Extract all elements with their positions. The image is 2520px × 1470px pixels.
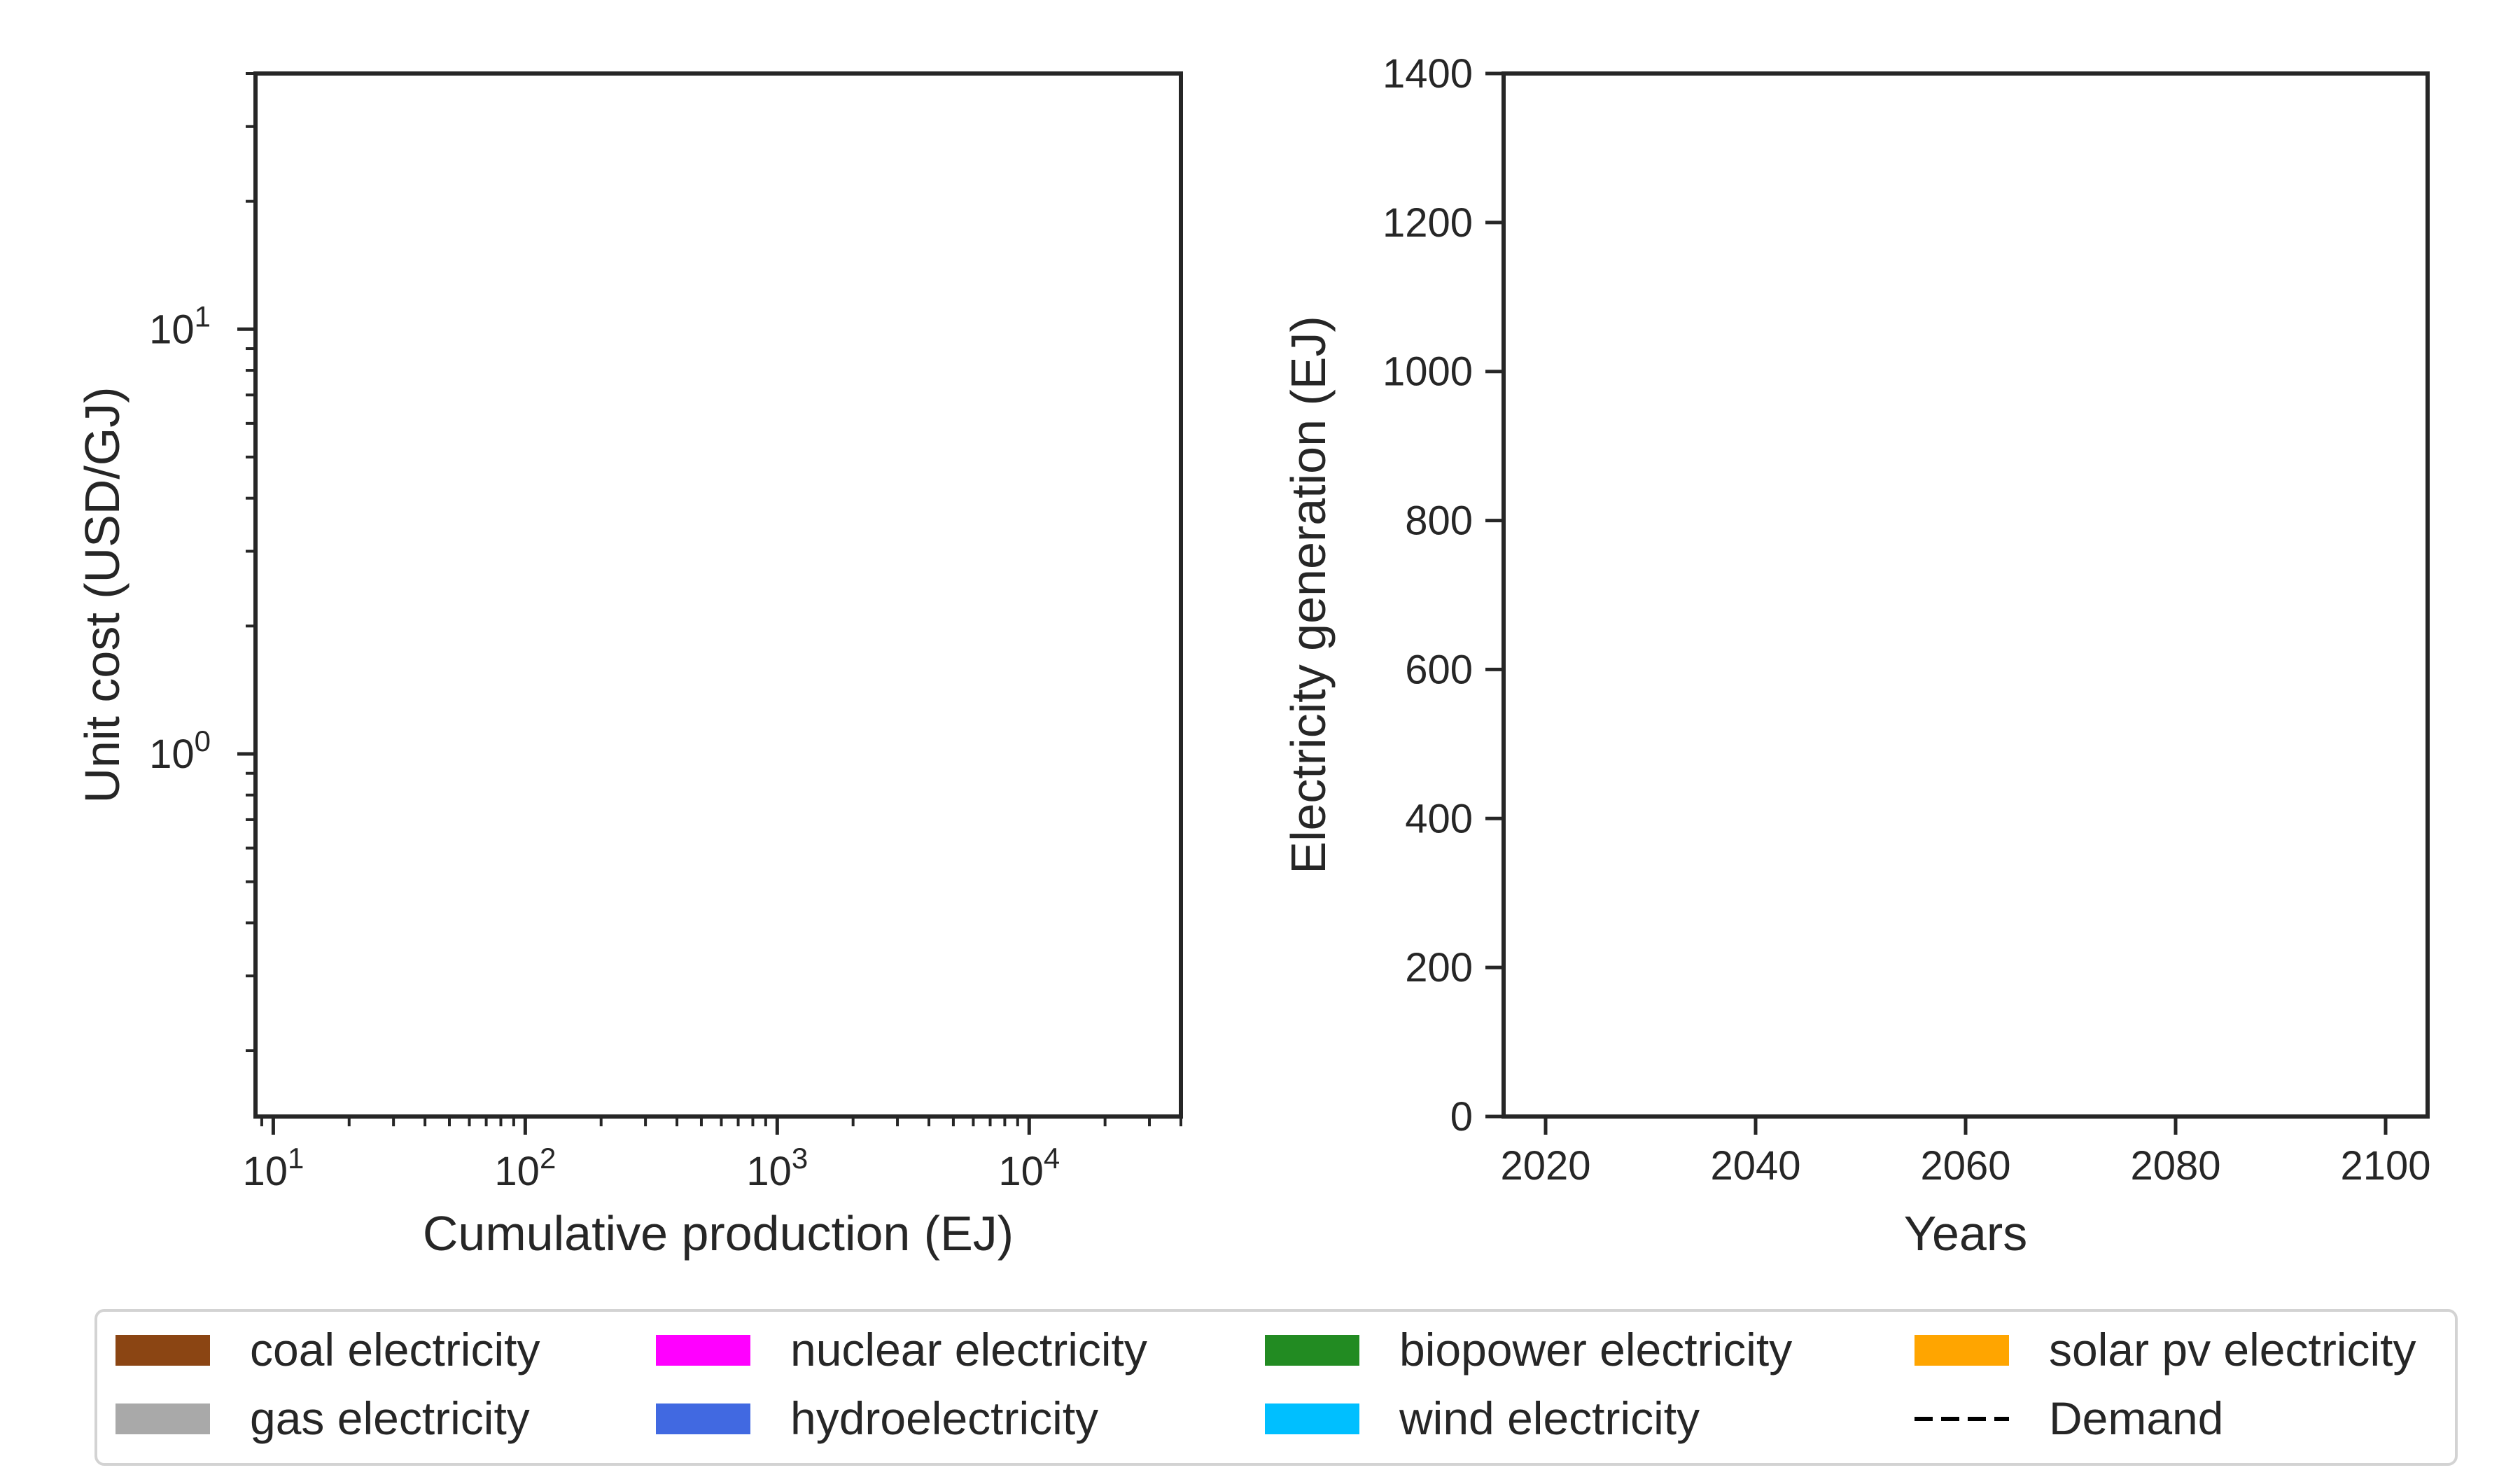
legend-label: Demand xyxy=(2049,1392,2223,1444)
legend: coal electricity gas electricity nuclear e… xyxy=(94,1309,2458,1466)
learning-curve-y-axis-label: Unit cost (USD/GJ) xyxy=(75,386,130,803)
y-tick-label: 400 xyxy=(1405,796,1473,841)
learning-curve-ticks: 101 102 103 104 100 101 xyxy=(149,72,1182,1194)
y-tick-label: 200 xyxy=(1405,945,1473,990)
y-tick-label: 1400 xyxy=(1382,51,1473,97)
legend-swatch xyxy=(1265,1404,1359,1434)
legend-label: gas electricity xyxy=(250,1392,530,1444)
electricity-generation-x-axis-label: Years xyxy=(1904,1206,2027,1261)
legend-swatch xyxy=(115,1335,210,1366)
y-tick-label: 1000 xyxy=(1382,349,1473,395)
legend-swatch xyxy=(1265,1335,1359,1366)
legend-swatch xyxy=(1914,1335,2009,1366)
x-tick-label: 2020 xyxy=(1500,1143,1590,1189)
legend-label: hydroelectricity xyxy=(790,1392,1098,1444)
legend-label: solar pv electricity xyxy=(2049,1324,2416,1376)
learning-curve-chart: 101 102 103 104 100 101 Cumulative production… xyxy=(75,71,1183,1261)
x-tick-label: 2040 xyxy=(1710,1143,1800,1189)
x-tick-label: 2100 xyxy=(2340,1143,2430,1189)
legend-swatch xyxy=(656,1404,750,1434)
x-tick-label: 103 xyxy=(746,1142,808,1194)
y-tick-label: 101 xyxy=(149,300,211,352)
legend-label: biopower electricity xyxy=(1399,1324,1792,1376)
learning-curve-plot-area xyxy=(253,71,1183,1119)
electricity-generation-plot-area xyxy=(1502,71,2430,1119)
legend-items: coal electricity gas electricity nuclear e… xyxy=(115,1324,2416,1444)
legend-label: nuclear electricity xyxy=(790,1324,1147,1376)
legend-swatch xyxy=(656,1335,750,1366)
y-tick-label: 0 xyxy=(1450,1094,1473,1140)
y-tick-label: 1200 xyxy=(1382,200,1473,246)
legend-label: coal electricity xyxy=(250,1324,540,1376)
x-tick-label: 104 xyxy=(998,1142,1060,1194)
y-tick-label: 100 xyxy=(149,724,211,777)
y-tick-label: 600 xyxy=(1405,647,1473,692)
x-tick-label: 101 xyxy=(242,1142,304,1194)
x-tick-label: 2080 xyxy=(2130,1143,2220,1189)
electricity-generation-y-axis-label: Electricity generation (EJ) xyxy=(1281,316,1336,874)
legend-label: wind electricity xyxy=(1399,1392,1700,1444)
legend-swatch xyxy=(115,1404,210,1434)
learning-curve-x-axis-label: Cumulative production (EJ) xyxy=(423,1206,1014,1261)
electricity-generation-ticks: 2020 2040 2060 2080 2100 0 200 400 600 800 1000 120… xyxy=(1382,51,2431,1189)
x-tick-label: 102 xyxy=(494,1142,556,1194)
electricity-generation-chart: 2020 2040 2060 2080 2100 0 200 400 600 800 1000 120… xyxy=(1281,51,2431,1261)
x-tick-label: 2060 xyxy=(1920,1143,2010,1189)
y-tick-label: 800 xyxy=(1405,498,1473,544)
